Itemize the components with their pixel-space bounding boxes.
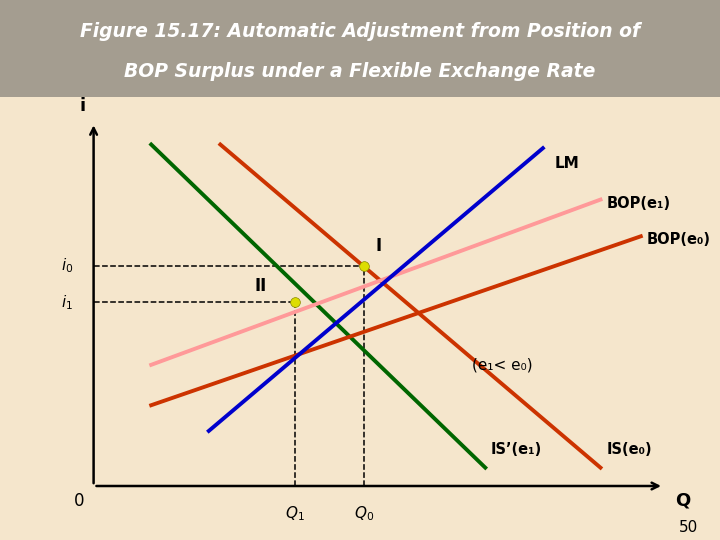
Text: BOP(e₀): BOP(e₀) bbox=[647, 233, 711, 247]
Text: I: I bbox=[376, 237, 382, 255]
Text: $i_0$: $i_0$ bbox=[61, 256, 73, 275]
Text: IS’(e₁): IS’(e₁) bbox=[491, 442, 542, 457]
Text: II: II bbox=[255, 278, 267, 295]
Text: Figure 15.17: Automatic Adjustment from Position of: Figure 15.17: Automatic Adjustment from … bbox=[80, 22, 640, 40]
Text: $i_1$: $i_1$ bbox=[61, 293, 73, 312]
Text: 0: 0 bbox=[74, 492, 84, 510]
Text: Q: Q bbox=[675, 492, 690, 510]
Text: BOP Surplus under a Flexible Exchange Rate: BOP Surplus under a Flexible Exchange Ra… bbox=[125, 63, 595, 82]
Text: (e₁< e₀): (e₁< e₀) bbox=[472, 357, 533, 372]
Text: LM: LM bbox=[554, 156, 579, 171]
Text: i: i bbox=[79, 97, 85, 115]
Text: 50: 50 bbox=[679, 519, 698, 535]
Text: $Q_0$: $Q_0$ bbox=[354, 504, 374, 523]
Text: IS(e₀): IS(e₀) bbox=[606, 442, 652, 457]
Text: BOP(e₁): BOP(e₁) bbox=[606, 196, 670, 211]
Text: $Q_1$: $Q_1$ bbox=[285, 504, 305, 523]
